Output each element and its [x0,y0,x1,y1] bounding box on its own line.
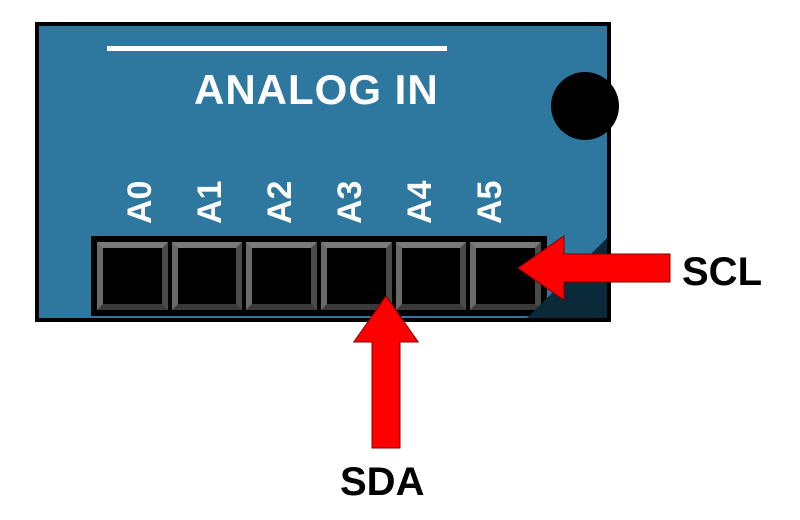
pin-socket-a2 [246,242,317,310]
pin-label-a1: A1 [191,151,230,224]
scl-label: SCL [682,250,762,295]
pin-labels-row: A0A1A2A3A4A5 [107,168,527,207]
pin-label-a0: A0 [121,151,160,224]
mounting-hole [551,72,619,140]
pin-socket-a1 [172,242,243,310]
pin-label-a5: A5 [471,151,510,224]
pin-label-a3: A3 [331,151,370,224]
sda-arrow-icon [340,250,432,494]
pin-label-a4: A4 [401,151,440,224]
analog-in-title: ANALOG IN [194,66,439,114]
scl-arrow-icon [472,222,716,314]
pin-label-a2: A2 [261,151,300,224]
sda-label: SDA [340,460,424,505]
silkscreen-line [107,46,447,51]
pin-socket-a0 [97,242,168,310]
